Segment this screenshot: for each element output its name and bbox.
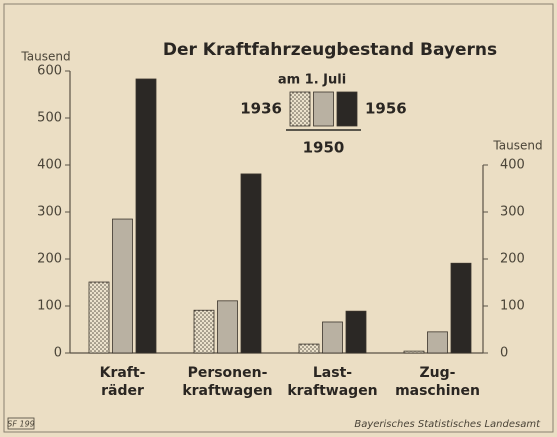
y-tick-label: 600 [37, 64, 62, 79]
frame [3, 3, 554, 433]
legend-title: am 1. Juli [278, 73, 346, 88]
bar [88, 281, 110, 354]
y-tick-label: 400 [37, 158, 62, 173]
y2-axis-label: Tausend [492, 139, 542, 153]
x-tick-line: maschinen [395, 383, 480, 399]
x-tick-line: räder [101, 383, 144, 399]
bar [135, 78, 157, 354]
legend-swatch [336, 91, 358, 127]
y-tick-label: 300 [37, 205, 62, 220]
legend-swatch [313, 91, 334, 127]
bar [193, 309, 215, 354]
x-tick-line: Kraft- [100, 365, 146, 381]
bar [345, 310, 367, 354]
x-tick-line: Last- [313, 365, 352, 381]
x-tick-label: Kraft-räder [100, 365, 146, 399]
x-tick-line: Zug- [420, 365, 456, 381]
bar [298, 343, 320, 354]
legend-swatch [289, 91, 311, 127]
legend-label: 1936 [240, 100, 282, 118]
x-tick-line: Personen- [188, 365, 268, 381]
chart-title: Der Kraftfahrzeugbestand Bayerns [163, 40, 497, 60]
y-tick-label: 500 [37, 111, 62, 126]
source: Bayerisches Statistisches Landesamt [354, 419, 541, 430]
legend-label: 1956 [365, 100, 407, 118]
y-tick-label: 100 [37, 299, 62, 314]
y2-tick-label: 200 [500, 252, 525, 267]
bar [112, 218, 133, 354]
x-tick-label: Zug-maschinen [395, 365, 480, 399]
bar [427, 331, 448, 354]
legend-label: 1950 [303, 139, 345, 157]
y2-tick-label: 0 [500, 346, 508, 361]
x-tick-line: kraftwagen [182, 383, 272, 399]
y2-tick-label: 100 [500, 299, 525, 314]
bar [217, 300, 238, 354]
y-tick-label: 0 [54, 346, 62, 361]
x-tick-line: kraftwagen [287, 383, 377, 399]
code-box [7, 417, 35, 430]
bar [240, 173, 262, 354]
bar [403, 350, 425, 354]
x-tick-label: Last-kraftwagen [287, 365, 377, 399]
code: SF 199 [7, 420, 35, 429]
y-tick-label: 200 [37, 252, 62, 267]
bar [450, 262, 472, 354]
bar [322, 321, 343, 354]
y-axis-label: Tausend [20, 50, 70, 64]
x-tick-label: Personen-kraftwagen [182, 365, 272, 399]
y2-tick-label: 400 [500, 158, 525, 173]
y2-tick-label: 300 [500, 205, 525, 220]
